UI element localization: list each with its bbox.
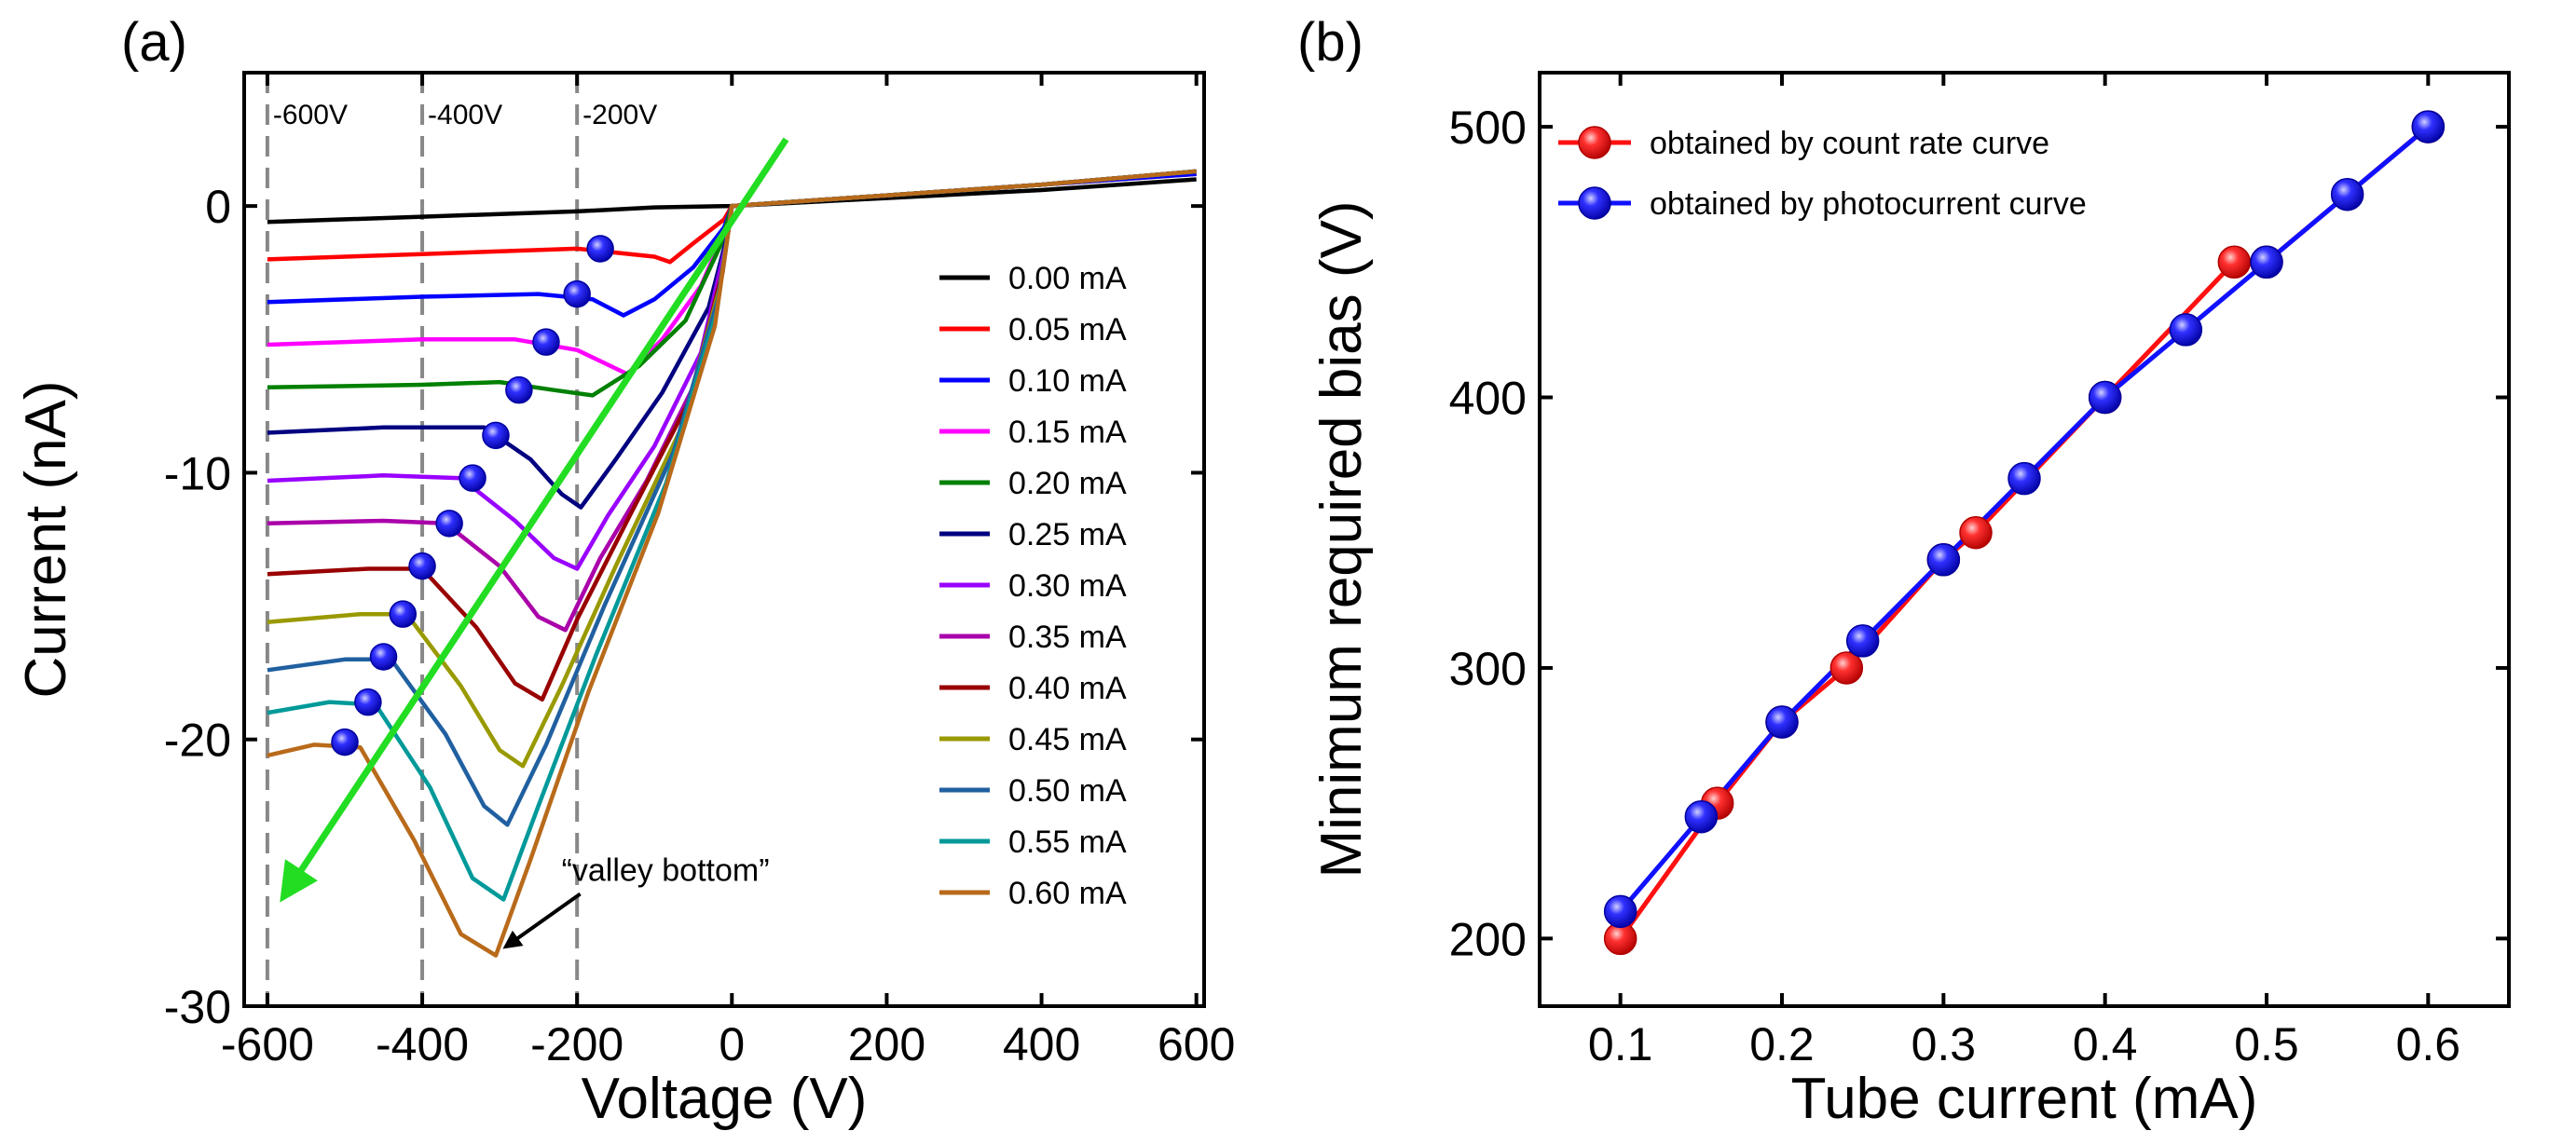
a-y-tick-label-2: -20 (164, 715, 231, 767)
valley-trend-arrow (280, 137, 789, 903)
b-x-tick-label-0: 0.1 (1588, 1018, 1653, 1070)
series-1-point-1 (1684, 799, 1719, 834)
legend-entry-10: 0.50 mA (1008, 773, 1127, 809)
valley-marker-8 (408, 552, 436, 580)
a-x-tick-label-5: 400 (1003, 1018, 1080, 1070)
series-0-point-3 (1829, 651, 1864, 685)
legend-entry-1: 0.05 mA (1008, 312, 1127, 347)
a-x-tick-label-4: 200 (848, 1018, 925, 1070)
legend-entry-7: 0.35 mA (1008, 620, 1127, 655)
b-x-tick-label-3: 0.4 (2073, 1018, 2138, 1070)
series-0-point-5 (1959, 515, 1993, 550)
valley-marker-3 (532, 328, 560, 356)
series-1-point-0 (1603, 894, 1637, 929)
series-1-point-10 (2411, 110, 2446, 143)
series-1-point-4 (1926, 543, 1961, 577)
valley-annotation-arrow (502, 892, 582, 949)
a-y-tick-label-1: -10 (164, 447, 231, 499)
panel-a-label: (a) (121, 12, 187, 73)
b-y-tick-label-3: 500 (1449, 102, 1527, 154)
panel-b-plot-frame (1538, 71, 2511, 1008)
bias-label-2: -200V (582, 100, 657, 130)
bias-label-0: -600V (273, 100, 348, 130)
legend-entry-8: 0.40 mA (1008, 671, 1127, 706)
a-x-tick-label-2: -200 (530, 1018, 623, 1070)
a-x-tick-label-3: 0 (719, 1018, 745, 1070)
a-x-tick-label-1: -400 (376, 1018, 469, 1070)
valley-bottom-annotation: “valley bottom” (562, 852, 770, 888)
iv-curve-0 (267, 177, 1197, 225)
a-y-tick-label-0: 0 (205, 181, 231, 233)
iv-curve-7 (267, 169, 1197, 633)
panel-b-label: (b) (1297, 12, 1363, 73)
valley-marker-9 (389, 600, 418, 628)
bias-label-1: -400V (428, 100, 502, 130)
panel-a: (a) -600V -400V -200V “valley bottom” 0.00… (14, 12, 1235, 1131)
series-1-point-7 (2169, 313, 2203, 347)
a-x-tick-label-0: -600 (221, 1018, 314, 1070)
b-x-tick-label-2: 0.3 (1911, 1018, 1977, 1070)
series-1-point-2 (1765, 705, 1799, 739)
b-y-tick-label-0: 200 (1449, 913, 1527, 965)
a-x-tick-label-6: 600 (1158, 1018, 1235, 1070)
legend-entry-6: 0.30 mA (1008, 568, 1127, 604)
legend-entry-5: 0.25 mA (1008, 517, 1127, 552)
legend-entry-4: 0.20 mA (1008, 466, 1127, 501)
panel-b-x-axis-label: Tube current (mA) (1791, 1067, 2258, 1131)
legend-b-marker-1 (1578, 186, 1611, 220)
valley-marker-7 (435, 510, 463, 538)
legend-entry-3: 0.15 mA (1008, 415, 1127, 450)
series-1-point-3 (1845, 624, 1880, 658)
legend-entry-9: 0.45 mA (1008, 722, 1127, 757)
valley-marker-10 (369, 643, 398, 671)
b-x-tick-label-4: 0.5 (2234, 1018, 2299, 1070)
legend-b-entry-1: obtained by photocurrent curve (1650, 186, 2087, 222)
panel-a-x-axis-label: Voltage (V) (582, 1067, 868, 1131)
b-y-tick-label-1: 300 (1449, 643, 1527, 695)
panel-a-plot-frame (242, 71, 1206, 1008)
legend-entry-2: 0.10 mA (1008, 363, 1127, 399)
panel-b: (b) obtained by count rate curve obtained… (1297, 12, 2511, 1131)
series-line-1 (1618, 125, 2430, 913)
legend-entry-12: 0.60 mA (1008, 876, 1127, 911)
valley-marker-5 (482, 421, 510, 450)
panel-a-y-axis-label: Current (nA) (14, 380, 78, 698)
series-0-point-7 (2217, 245, 2252, 279)
series-1-point-9 (2330, 177, 2364, 211)
valley-marker-6 (459, 464, 486, 492)
b-x-tick-label-1: 0.2 (1749, 1018, 1815, 1070)
legend-entry-11: 0.55 mA (1008, 824, 1127, 860)
series-line-0 (1618, 125, 2430, 940)
series-1-point-8 (2250, 245, 2283, 279)
valley-marker-11 (354, 688, 382, 716)
a-y-tick-label-3: -30 (164, 981, 231, 1033)
b-x-tick-label-5: 0.6 (2396, 1018, 2461, 1070)
legend-b-entry-0: obtained by count rate curve (1650, 126, 2049, 161)
series-1-point-6 (2088, 380, 2122, 415)
legend-b-marker-0 (1578, 126, 1611, 159)
valley-marker-1 (586, 235, 614, 263)
valley-marker-2 (563, 279, 591, 308)
b-y-tick-label-2: 400 (1449, 373, 1527, 425)
legend-entry-0: 0.00 mA (1008, 261, 1127, 296)
valley-marker-12 (331, 728, 359, 756)
valley-marker-4 (505, 375, 533, 404)
series-1-point-5 (2007, 461, 2041, 496)
panel-b-y-axis-label: Minimum required bias (V) (1309, 201, 1374, 879)
